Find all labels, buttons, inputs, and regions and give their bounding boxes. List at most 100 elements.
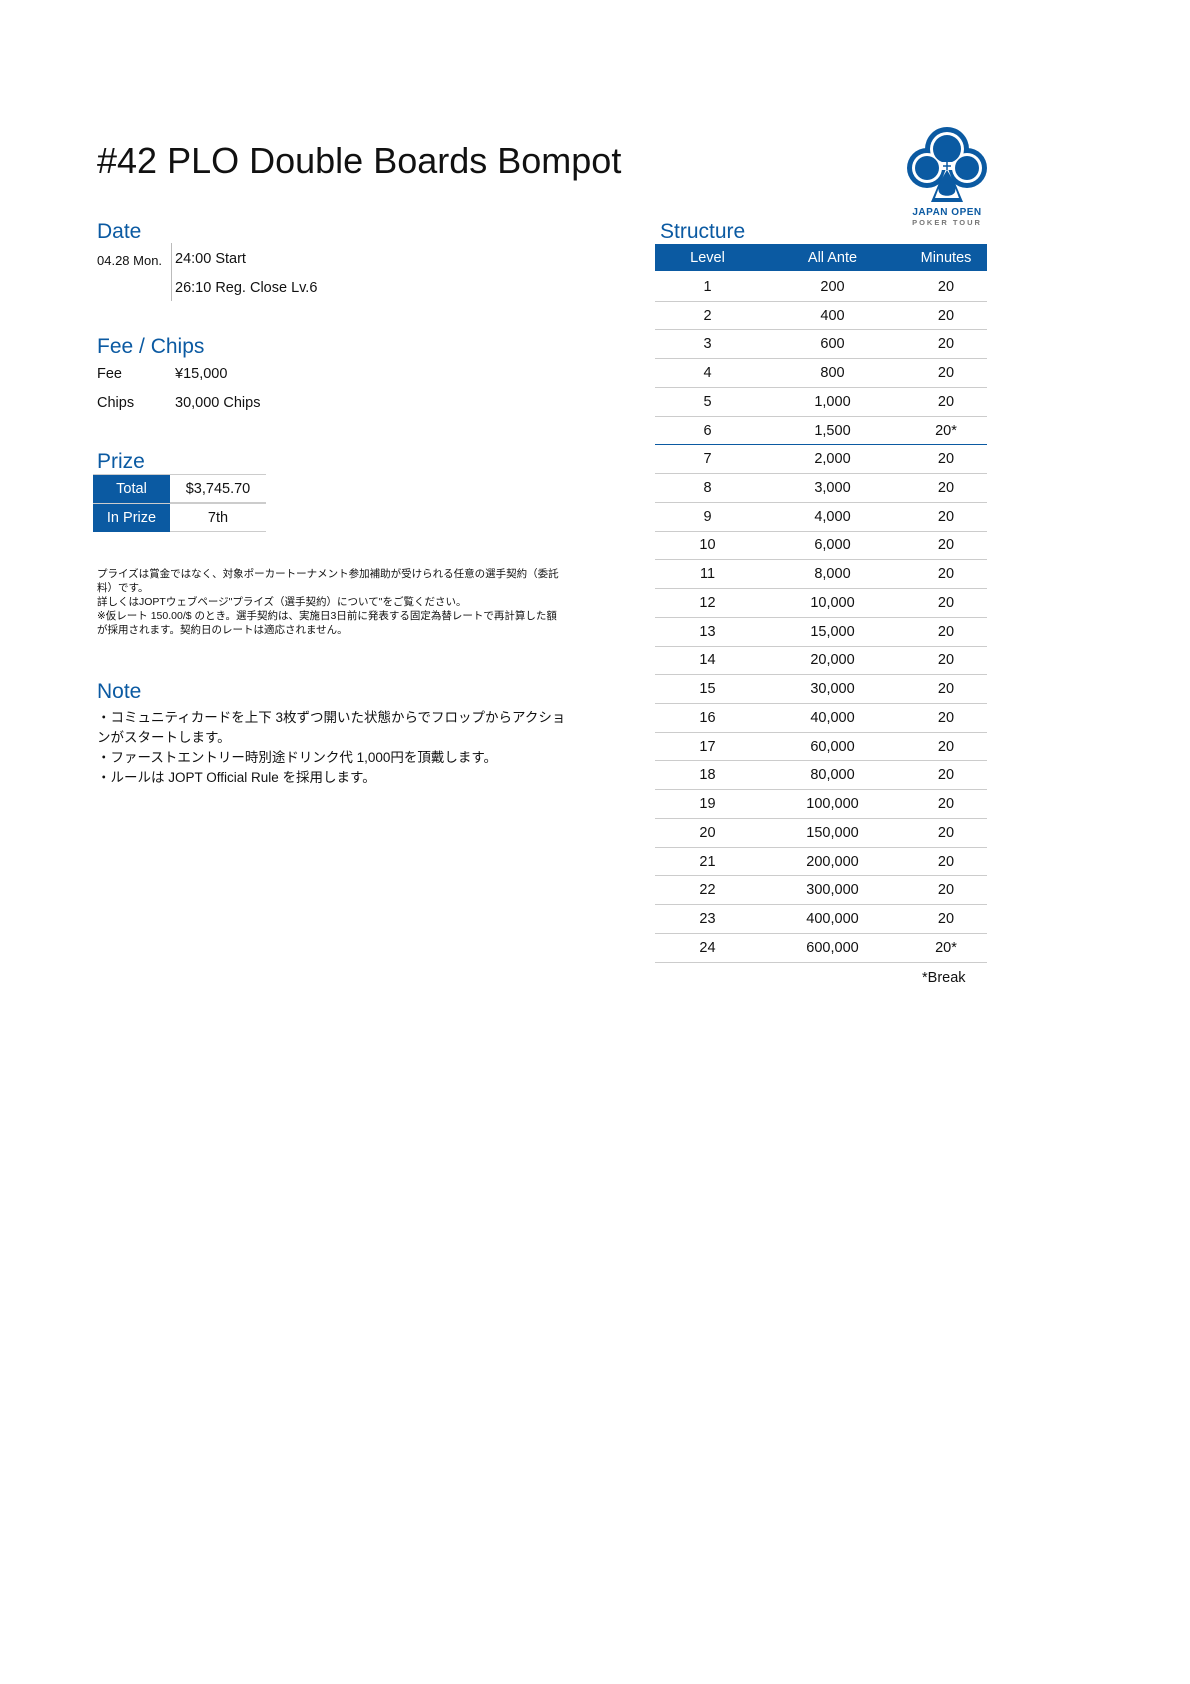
prize-disclaimer: プライズは賞金ではなく、対象ポーカートーナメント参加補助が受けられる任意の選手契… (97, 568, 559, 636)
table-row: 3 600 20 (655, 330, 987, 360)
note-item: ・コミュニティカードを上下 3枚ずつ開いた状態からでフロップからアクションがスタ… (97, 710, 566, 745)
minutes-cell: 20 (937, 594, 955, 611)
note-list: ・コミュニティカードを上下 3枚ずつ開いた状態からでフロップからアクションがスタ… (97, 708, 567, 788)
table-row: 1 200 20 (655, 273, 987, 302)
minutes-cell: 20 (937, 508, 955, 525)
ante-cell: 800 (820, 365, 845, 382)
level-cell: 21 (699, 853, 716, 870)
level-cell: 9 (703, 508, 712, 525)
minutes-cell: 20 (937, 796, 955, 813)
fee-label: Fee (97, 366, 122, 382)
ante-cell: 80,000 (810, 767, 855, 784)
fee-value: ¥15,000 (175, 366, 228, 382)
total-label: Total (93, 475, 170, 503)
table-row: 17 60,000 20 (655, 733, 987, 762)
minutes-cell: 20 (937, 824, 955, 841)
table-row: 5 1,000 20 (655, 388, 987, 417)
reg-close: 26:10 Reg. Close Lv.6 (175, 280, 318, 296)
level-cell: 8 (703, 480, 712, 496)
date-day: 04.28 Mon. (97, 253, 163, 268)
ante-cell: 150,000 (806, 824, 859, 841)
table-row: 9 4,000 20 (655, 503, 987, 532)
chips-label: Chips (97, 395, 135, 411)
minutes-cell: 20 (937, 393, 955, 410)
minutes-cell: 20 (937, 911, 955, 928)
fee-chips-heading: Fee / Chips (97, 335, 205, 358)
table-row: 21 200,000 20 (655, 848, 987, 877)
minutes-cell: 20 (937, 307, 955, 324)
page-title: #42 PLO Double Boards Bompot (97, 140, 622, 181)
ante-cell: 400,000 (806, 911, 859, 928)
ante-cell: 30,000 (810, 681, 855, 698)
level-cell: 15 (699, 681, 716, 698)
level-cell: 13 (699, 623, 716, 640)
in-prize-row: In Prize 7th (93, 503, 266, 532)
table-row: 16 40,000 20 (655, 704, 987, 733)
ante-cell: 8,000 (814, 566, 851, 583)
table-row: 11 8,000 20 (655, 560, 987, 590)
note-item: ・ファーストエントリー時別途ドリンク代 1,000円を頂戴します。 (97, 750, 498, 765)
in-prize-value: 7th (170, 504, 266, 532)
ante-cell: 600,000 (806, 939, 859, 956)
date-heading: Date (97, 220, 142, 243)
note-heading: Note (97, 680, 142, 703)
minutes-cell: 20 (937, 623, 955, 640)
level-cell: 11 (699, 566, 716, 583)
ante-cell: 300,000 (806, 882, 859, 899)
table-row: 22 300,000 20 (655, 876, 987, 906)
divider (171, 243, 172, 301)
level-cell: 3 (703, 336, 712, 353)
table-row: 2 400 20 (655, 302, 987, 331)
minutes-cell: 20 (937, 566, 955, 583)
minutes-cell: 20 (937, 537, 955, 554)
ante-cell: 4,000 (814, 508, 851, 525)
minutes-cell: 20 (937, 709, 955, 726)
minutes-cell: 20* (935, 422, 957, 439)
table-header: Level All Ante Minutes (655, 244, 987, 271)
minutes-cell: 20 (937, 451, 955, 468)
total-value: $3,745.70 (170, 475, 266, 503)
break-footnote: *Break (922, 970, 966, 986)
structure-heading: Structure (660, 220, 746, 243)
level-cell: 12 (699, 594, 716, 611)
level-cell: 2 (703, 307, 712, 324)
ante-cell: 600 (820, 336, 845, 353)
table-row: 18 80,000 20 (655, 761, 987, 791)
minutes-cell: 20 (937, 278, 955, 295)
ante-cell: 100,000 (806, 796, 859, 813)
level-cell: 14 (699, 652, 716, 669)
prize-heading: Prize (97, 450, 145, 473)
minutes-cell: 20* (935, 939, 957, 956)
minutes-cell: 20 (937, 652, 955, 669)
ante-cell: 1,000 (814, 393, 851, 410)
minutes-cell: 20 (937, 336, 955, 353)
minutes-cell: 20 (937, 853, 955, 870)
ante-cell: 3,000 (814, 480, 851, 496)
ante-cell: 20,000 (810, 652, 855, 669)
level-cell: 24 (699, 939, 716, 956)
note-item: ・ルールは JOPT Official Rule を採用します。 (97, 770, 376, 785)
minutes-cell: 20 (937, 480, 955, 496)
table-row: 14 20,000 20 (655, 647, 987, 676)
chips-value: 30,000 Chips (175, 395, 261, 411)
level-cell: 7 (703, 451, 712, 468)
level-cell: 20 (699, 824, 716, 841)
club-icon (907, 127, 987, 202)
minutes-cell: 20 (937, 882, 955, 899)
level-cell: 17 (699, 738, 716, 755)
table-row: 8 3,000 20 (655, 474, 987, 503)
ante-cell: 40,000 (810, 709, 855, 726)
minutes-cell: 20 (937, 365, 955, 382)
level-cell: 22 (699, 882, 716, 899)
minutes-cell: 20 (937, 738, 955, 755)
level-cell: 18 (699, 767, 716, 784)
level-cell: 1 (703, 278, 712, 295)
level-cell: 16 (699, 709, 716, 726)
table-row: 6 1,500 20* (655, 417, 987, 446)
ante-cell: 10,000 (810, 594, 855, 611)
table-row: 15 30,000 20 (655, 675, 987, 705)
ante-cell: 6,000 (814, 537, 851, 554)
level-cell: 6 (703, 422, 712, 439)
ante-cell: 200 (820, 278, 845, 295)
level-cell: 10 (699, 537, 716, 554)
